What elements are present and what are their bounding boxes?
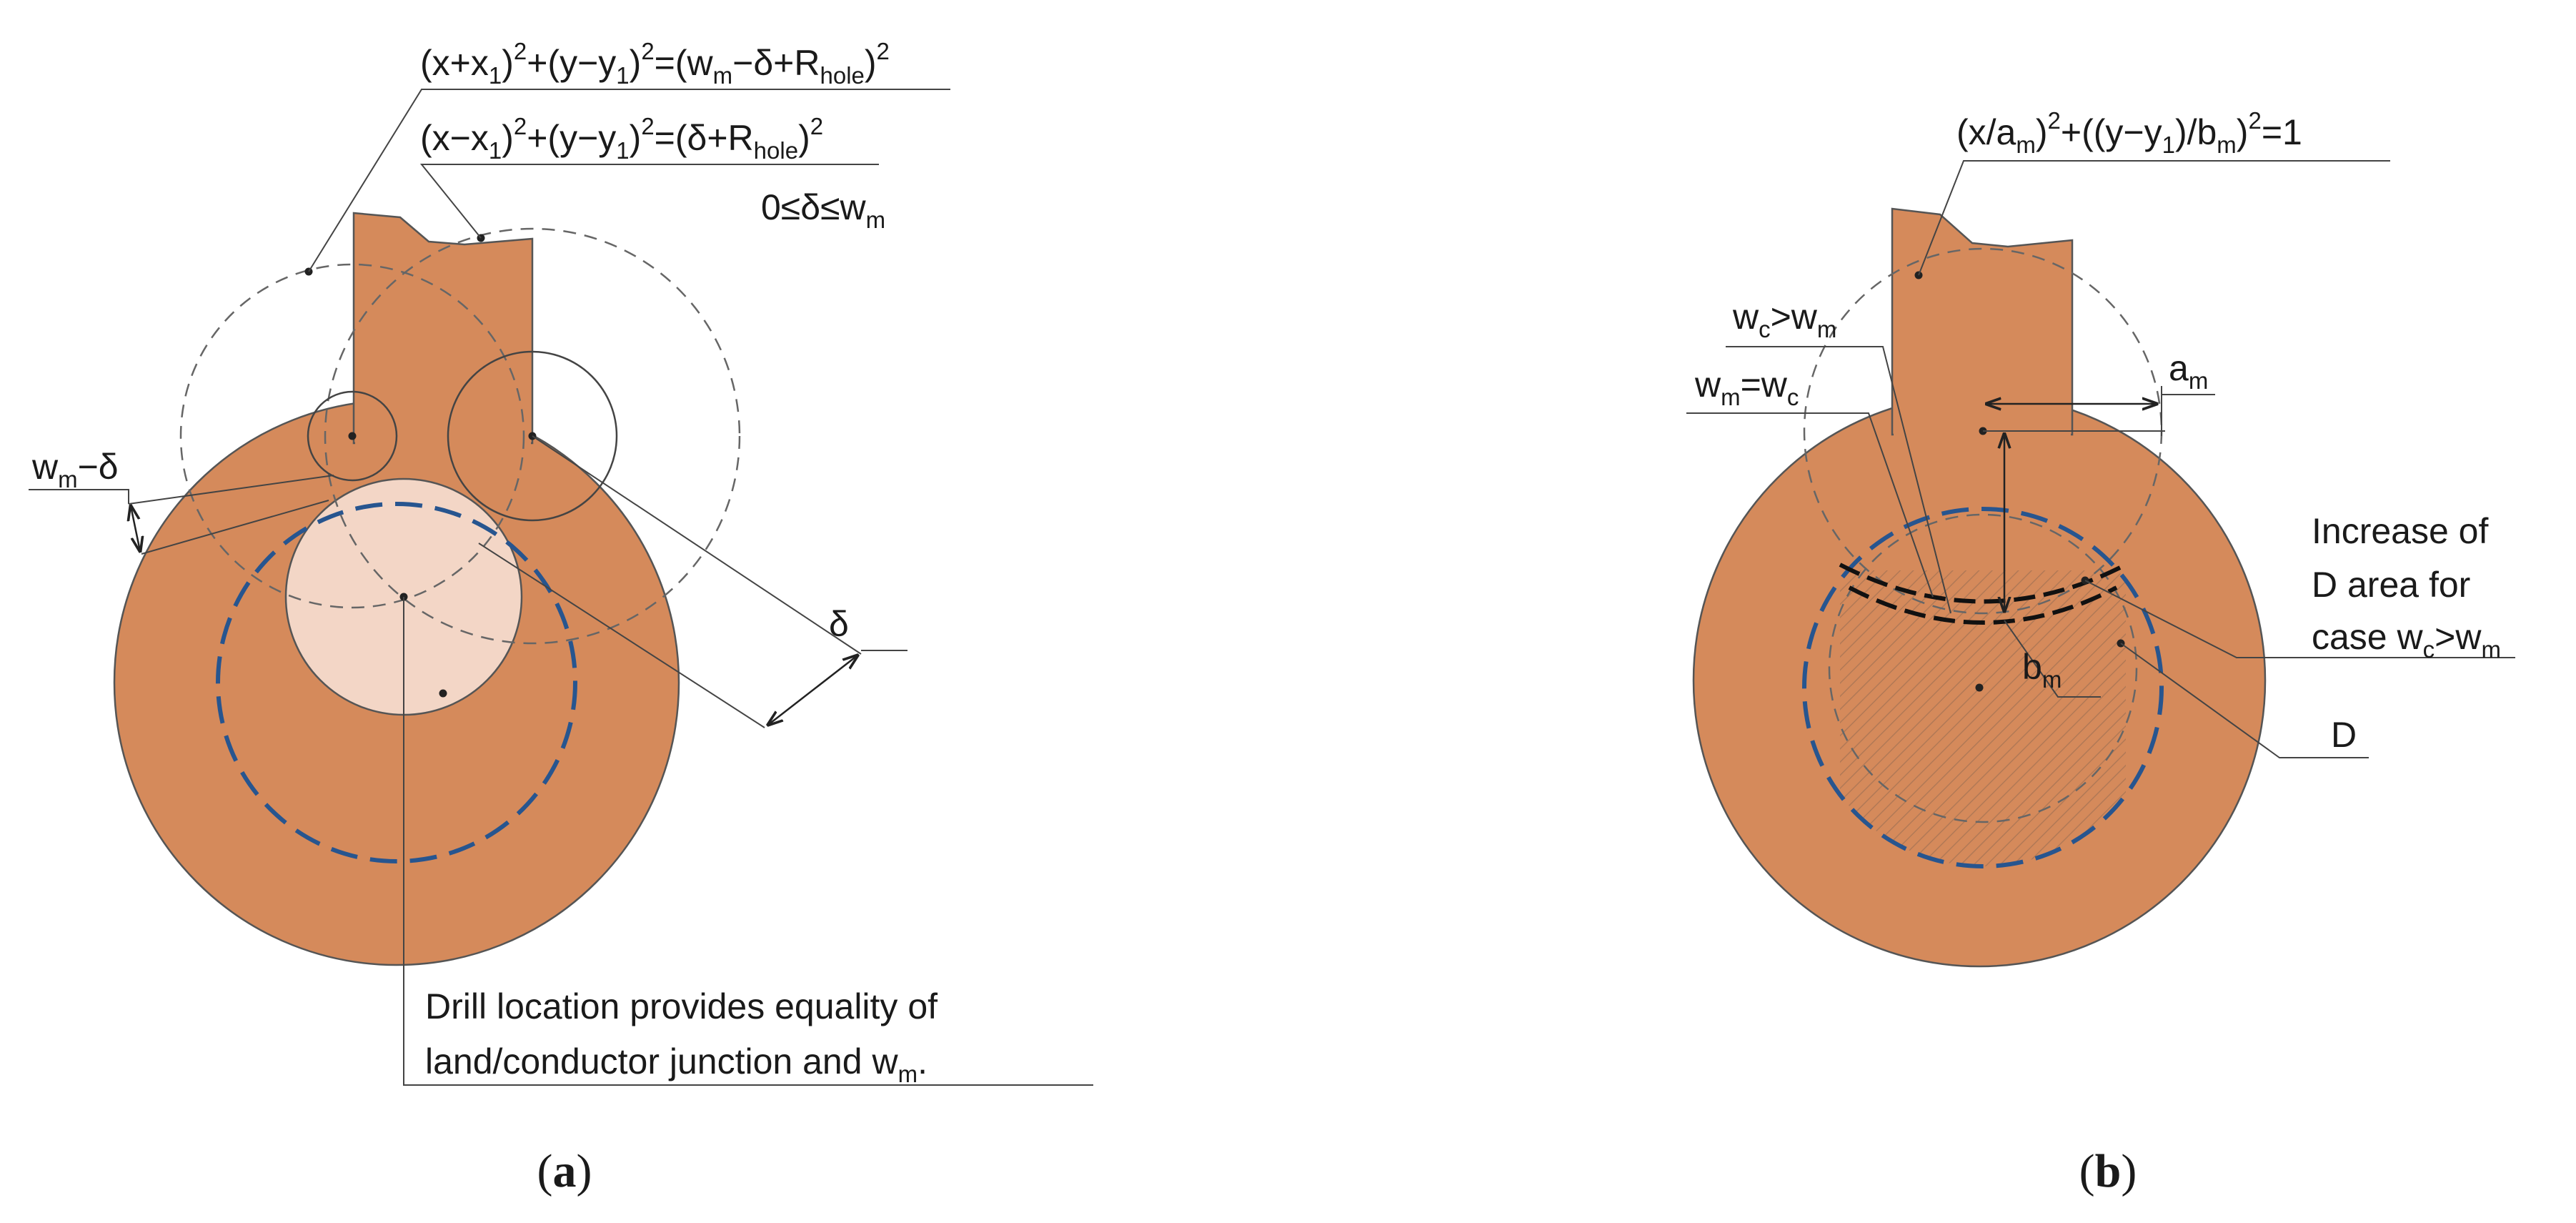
- leader-bm: [2004, 620, 2101, 698]
- ext-line-delta-1: [532, 435, 862, 655]
- caption-b: (b): [2079, 1145, 2137, 1197]
- leader-ellipse-eq: [1918, 160, 2390, 276]
- small-corner-circle-left: [307, 390, 398, 482]
- label-wm-eq-wc: wm=wc: [1694, 365, 1799, 410]
- note-line-1: Drill location provides equality of: [425, 986, 938, 1026]
- outer-dashed-circle: [179, 263, 525, 609]
- panel-b: (x/am)2+((y−y1)/bm)2=1 wc>wm wm=wc am bm…: [1686, 107, 2515, 1197]
- ext-line-wm-delta-1: [128, 475, 334, 505]
- equation-outer-circle: (x+x1)2+(y−y1)2=(wm−δ+Rhole)2: [420, 38, 890, 89]
- label-wm-minus-delta: wm−δ: [31, 447, 119, 492]
- caption-a: (a): [537, 1145, 592, 1197]
- leader-D: [2120, 643, 2369, 758]
- dim-arrow-delta: [768, 655, 857, 725]
- leader-wc-gt-wm: [1726, 346, 1951, 614]
- delta-constraint: 0≤δ≤wm: [761, 187, 885, 233]
- pad-center-dot: [439, 689, 447, 698]
- label-delta: δ: [829, 604, 849, 644]
- region-D: [1840, 570, 2126, 866]
- conductor-trace: [352, 212, 534, 445]
- increase-line-1: Increase of: [2312, 511, 2488, 551]
- ext-line-delta-2: [478, 543, 765, 728]
- center-dot-left: [348, 432, 357, 440]
- inner-dashed-circle: [324, 227, 741, 645]
- arc-wc-gt-wm: [1848, 585, 2118, 625]
- increase-line-2: D area for: [2312, 565, 2470, 605]
- dim-arrow-wm-delta: [131, 506, 140, 551]
- label-bm: bm: [2022, 647, 2062, 693]
- small-corner-circle-right: [447, 350, 618, 522]
- dashed-ellipse-lower: [1828, 513, 2138, 823]
- leader-increase: [2084, 580, 2515, 658]
- leader-drill-note: [403, 597, 1093, 1086]
- equation-inner-circle: (x−x1)2+(y−y1)2=(δ+Rhole)2: [420, 113, 823, 164]
- pad-center-dot-b: [1975, 683, 1984, 692]
- increase-line-3: case wc>wm: [2312, 617, 2501, 663]
- leader-eq-inner: [419, 164, 879, 239]
- junction-fill: [355, 429, 531, 465]
- blue-dashed-boundary: [216, 502, 577, 863]
- leader-wm-eq-wc: [1686, 412, 1934, 598]
- label-D: D: [2331, 715, 2357, 755]
- panel-a: (x+x1)2+(y−y1)2=(wm−δ+Rhole)2 (x−x1)2+(y…: [29, 38, 1093, 1197]
- note-line-2: land/conductor junction and wm.: [425, 1041, 928, 1087]
- label-wc-gt-wm: wc>wm: [1732, 297, 1836, 342]
- conductor-trace-b: [1891, 207, 2074, 436]
- blue-dashed-boundary-b: [1802, 507, 2164, 868]
- ext-line-wm-delta-2: [141, 500, 329, 555]
- leader-eq-outer: [308, 89, 950, 272]
- leader-wm-delta: [29, 489, 129, 504]
- label-am: am: [2169, 348, 2208, 394]
- junction-fill-b: [1894, 422, 2071, 454]
- ellipse-equation: (x/am)2+((y−y1)/bm)2=1: [1956, 107, 2302, 158]
